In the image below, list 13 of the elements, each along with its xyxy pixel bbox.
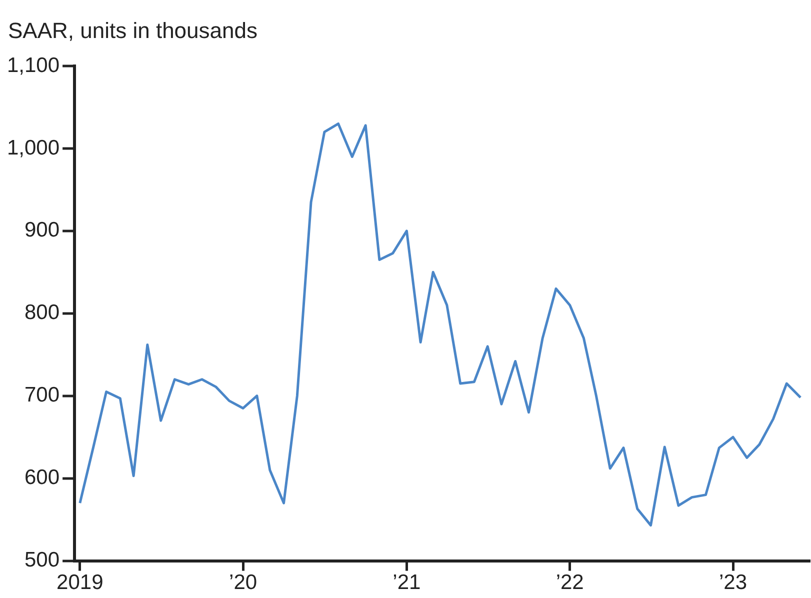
y-tick-label: 600 [24, 466, 60, 490]
x-tick-label: ’20 [229, 571, 258, 594]
y-tick-label: 700 [24, 384, 60, 407]
y-tick-label: 1,100 [6, 54, 60, 77]
x-tick-label: 2019 [56, 571, 104, 594]
y-tick-label: 800 [24, 301, 60, 324]
x-tick-label: ’21 [392, 571, 421, 594]
x-tick-label: ’22 [556, 571, 584, 594]
x-tick-label: ’23 [718, 571, 748, 594]
chart-title: SAAR, units in thousands [8, 18, 258, 44]
y-tick-label: 900 [24, 218, 60, 242]
y-tick-label: 500 [24, 548, 60, 572]
y-tick-label: 1,000 [6, 136, 60, 160]
